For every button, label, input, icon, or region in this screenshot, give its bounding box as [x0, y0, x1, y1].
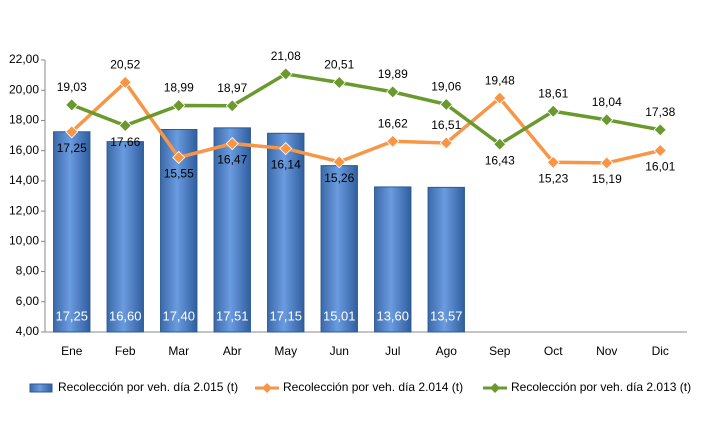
bar-value-label: 13,60	[376, 308, 409, 323]
point-value-label: 17,38	[645, 105, 675, 119]
point-marker	[653, 143, 667, 158]
point-marker	[546, 104, 560, 118]
point-value-label: 19,03	[57, 80, 87, 94]
point-marker	[172, 150, 186, 165]
point-marker	[332, 155, 346, 169]
y-tick-label: 8,00	[16, 264, 40, 278]
point-value-label: 15,26	[324, 171, 354, 185]
bar	[320, 165, 358, 333]
point-marker	[439, 136, 453, 150]
bar-value-label: 17,51	[216, 308, 249, 323]
x-tick-label: Sep	[489, 344, 511, 358]
point-marker	[332, 75, 346, 90]
point-value-label: 18,97	[217, 81, 247, 95]
point-value-label: 17,25	[57, 141, 87, 155]
bar-value-label: 15,01	[323, 308, 356, 323]
bar	[267, 132, 305, 333]
point-value-label: 16,62	[378, 116, 408, 130]
point-marker	[225, 136, 239, 151]
point-marker	[493, 137, 507, 151]
bar	[427, 186, 465, 333]
point-marker	[65, 125, 79, 139]
legend-label: Recolección por veh. día 2.013 (t)	[511, 380, 691, 394]
bar-value-label: 16,60	[109, 308, 142, 323]
point-value-label: 17,66	[110, 135, 140, 149]
x-tick-label: Ene	[61, 344, 83, 358]
point-marker	[386, 134, 400, 148]
x-tick-label: Dic	[652, 344, 669, 358]
y-tick-label: 20,00	[9, 82, 39, 96]
point-value-label: 20,51	[324, 58, 354, 72]
point-value-label: 18,61	[538, 86, 568, 100]
legend-swatch	[29, 383, 53, 393]
point-marker	[118, 75, 132, 89]
y-tick-label: 12,00	[9, 203, 39, 217]
point-value-label: 18,99	[164, 81, 194, 95]
x-tick-label: Mar	[168, 344, 189, 358]
bar	[213, 127, 251, 333]
series-line	[70, 79, 661, 165]
point-value-label: 16,43	[485, 153, 515, 167]
point-value-label: 15,23	[538, 171, 568, 185]
y-tick-label: 6,00	[16, 294, 40, 308]
legend-swatch	[490, 383, 500, 393]
y-tick-label: 4,00	[16, 324, 40, 338]
bar-value-label: 17,15	[269, 308, 302, 323]
point-marker	[386, 85, 400, 99]
series-line	[71, 72, 661, 147]
point-marker	[172, 98, 186, 113]
legend-label: Recolección por veh. día 2.014 (t)	[283, 380, 463, 394]
y-tick-label: 18,00	[9, 113, 39, 127]
y-tick-label: 22,00	[9, 52, 39, 66]
x-tick-label: Oct	[544, 344, 563, 358]
y-tick-label: 16,00	[9, 143, 39, 157]
y-tick-label: 14,00	[9, 173, 39, 187]
legend-swatch	[262, 383, 272, 393]
bar	[374, 186, 412, 333]
x-tick-label: May	[274, 344, 297, 358]
point-marker	[225, 99, 239, 113]
point-value-label: 16,47	[217, 153, 247, 167]
x-tick-label: Abr	[223, 344, 242, 358]
point-marker	[118, 119, 132, 133]
bar	[106, 141, 144, 333]
x-tick-label: Feb	[115, 344, 136, 358]
legend-label: Recolección por veh. día 2.015 (t)	[58, 380, 238, 394]
point-value-label: 18,04	[592, 95, 622, 109]
point-marker	[546, 155, 560, 169]
x-tick-label: Nov	[596, 344, 617, 358]
point-value-label: 19,89	[378, 67, 408, 81]
point-marker	[653, 123, 667, 137]
y-tick-label: 10,00	[9, 234, 39, 248]
point-marker	[493, 91, 507, 105]
point-marker	[279, 67, 293, 81]
point-value-label: 19,48	[485, 73, 515, 87]
bar-value-label: 13,57	[430, 308, 463, 323]
bar-value-label: 17,25	[55, 308, 88, 323]
x-tick-label: Jul	[385, 344, 400, 358]
point-marker	[279, 141, 293, 156]
point-marker	[600, 113, 614, 127]
x-tick-label: Ago	[436, 344, 458, 358]
point-marker	[600, 156, 614, 170]
point-value-label: 20,52	[110, 58, 140, 72]
point-marker	[439, 97, 453, 111]
point-value-label: 16,51	[431, 118, 461, 132]
point-marker	[65, 98, 79, 112]
x-tick-label: Jun	[330, 344, 349, 358]
point-value-label: 15,55	[164, 167, 194, 181]
point-value-label: 15,19	[592, 172, 622, 186]
point-value-label: 21,08	[271, 49, 301, 63]
point-value-label: 19,06	[431, 80, 461, 94]
bar-value-label: 17,40	[162, 308, 195, 323]
point-value-label: 16,14	[271, 158, 301, 172]
bar	[53, 131, 91, 333]
point-value-label: 16,01	[645, 160, 675, 174]
